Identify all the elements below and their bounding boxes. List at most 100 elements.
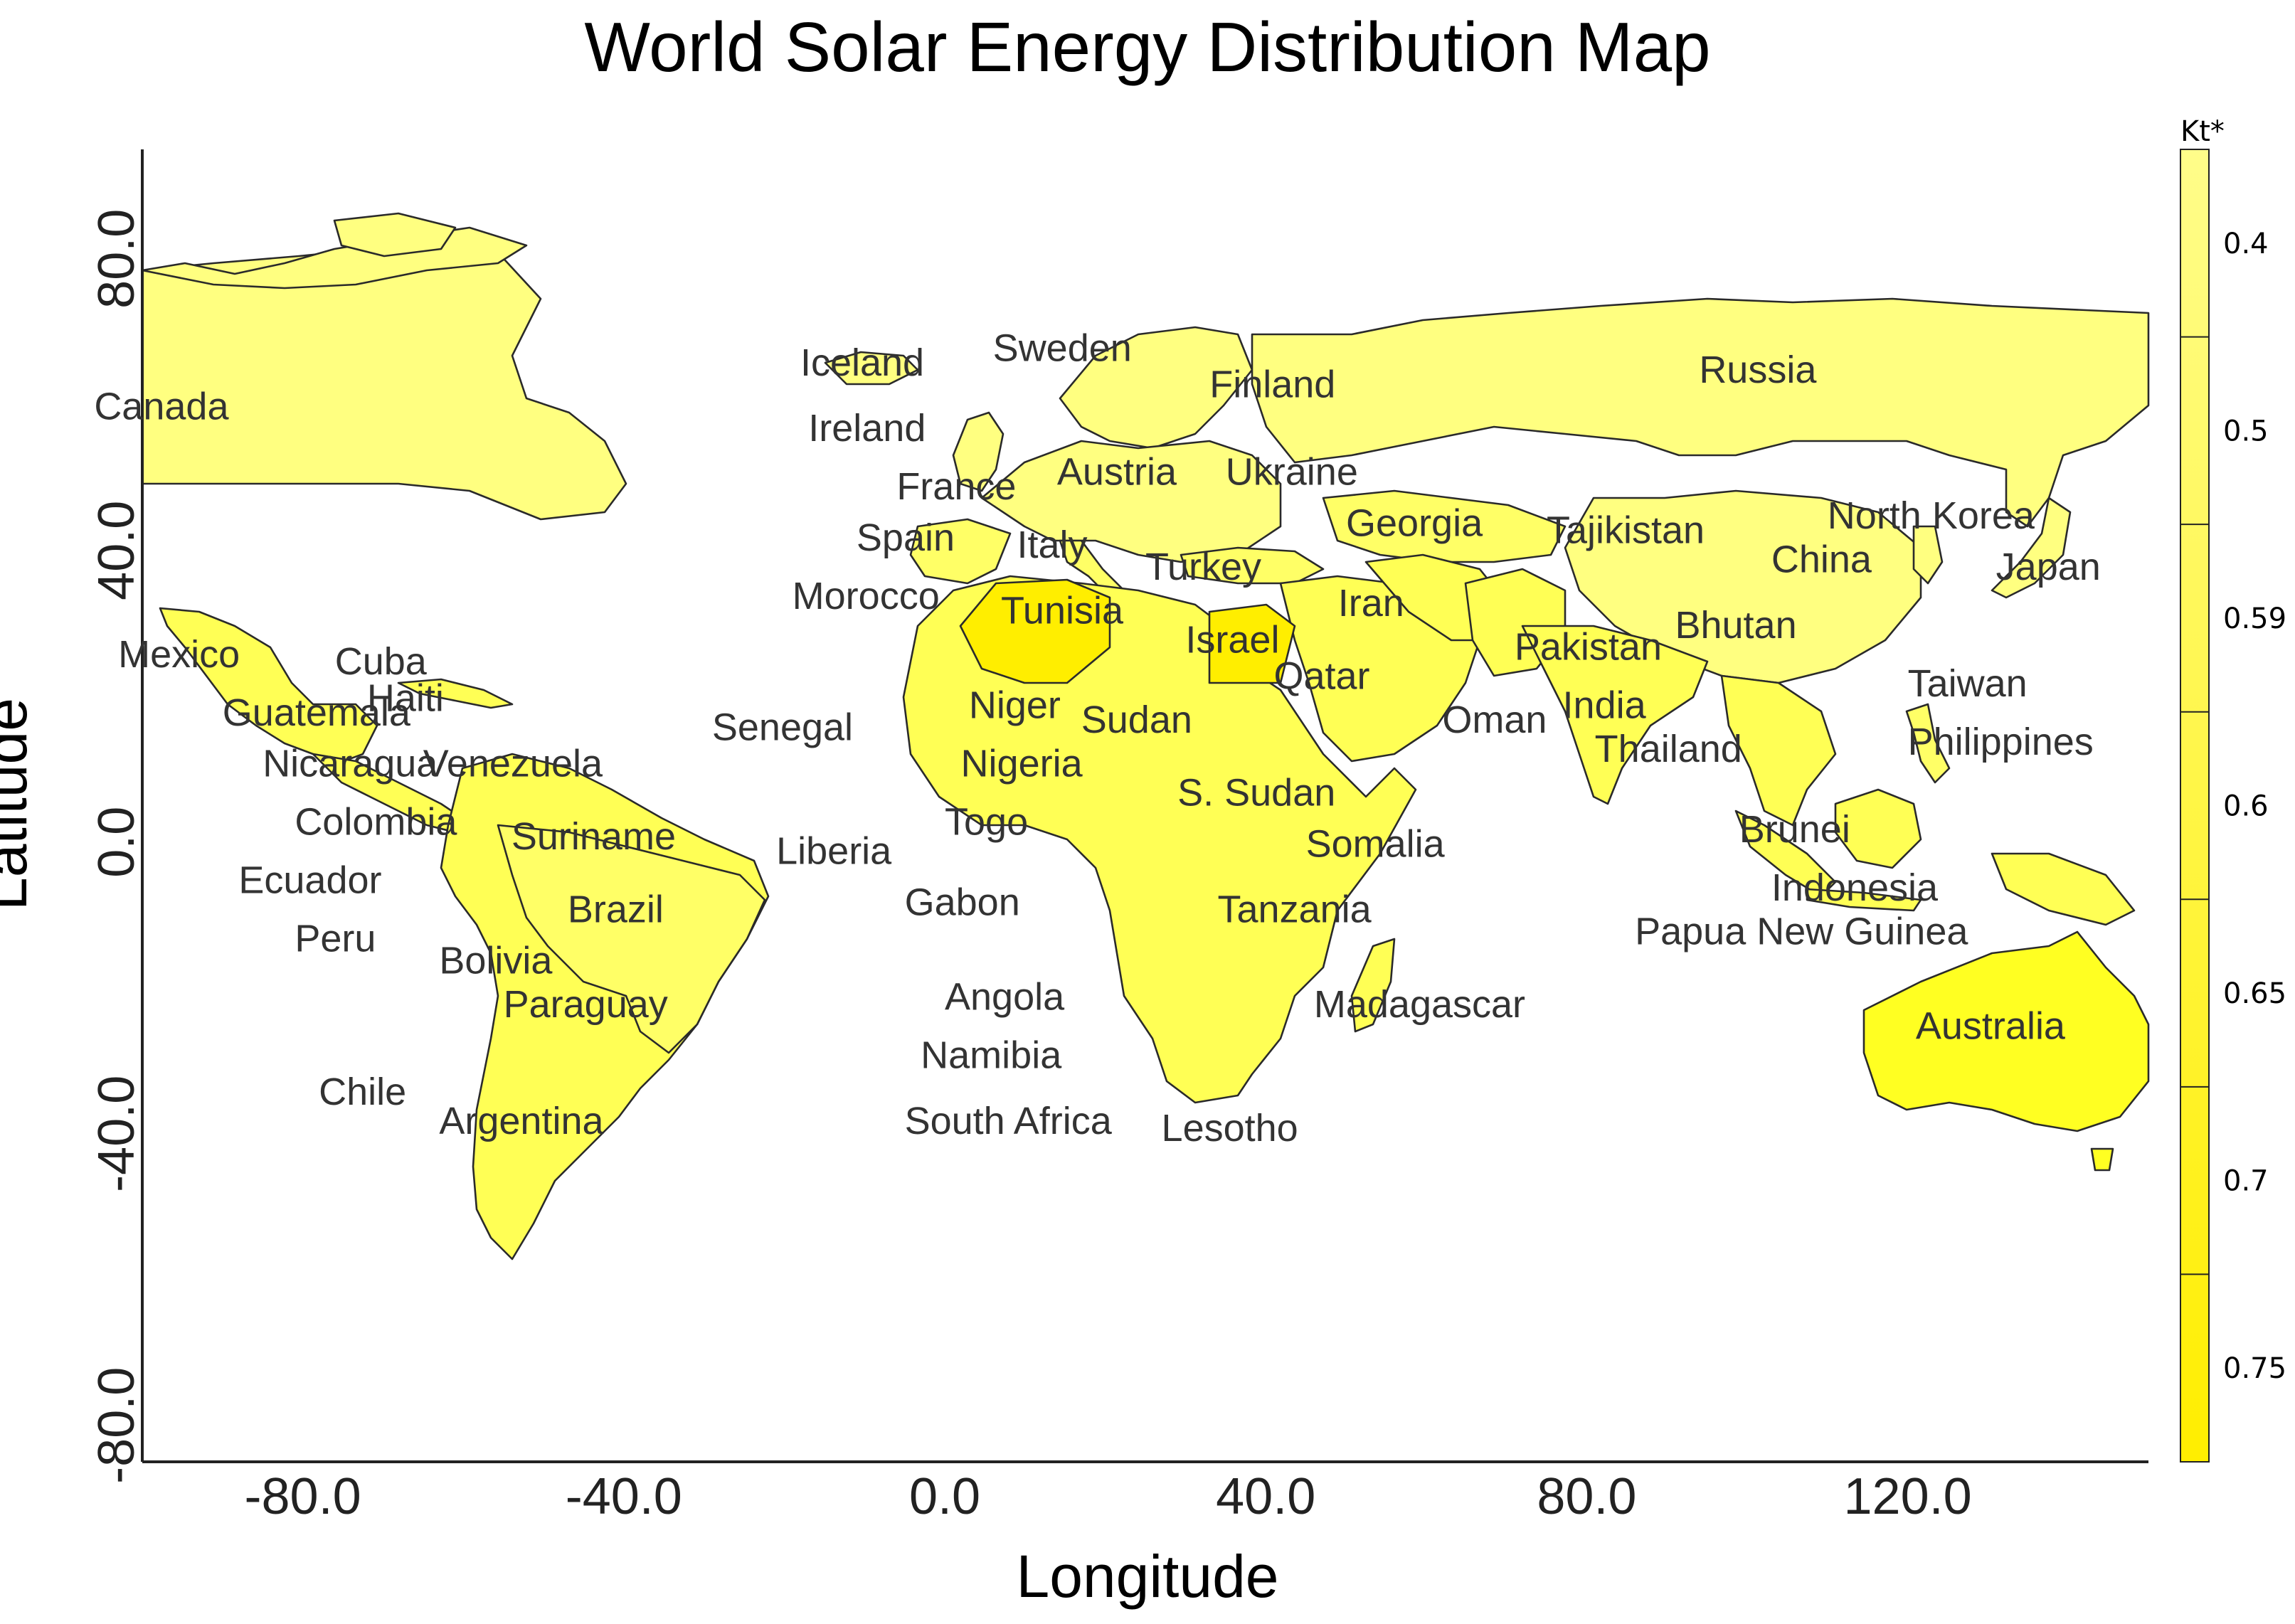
axes — [141, 149, 2148, 1463]
legend-ticks: 0.4 0.5 0.59 0.6 0.65 0.7 0.75 — [2180, 228, 2286, 1385]
country-label-canada: Canada — [94, 385, 229, 428]
country-label-india: India — [1563, 684, 1647, 727]
country-label-north-korea: North Korea — [1828, 494, 2035, 537]
land-uk-ireland — [952, 411, 1005, 492]
country-label-angola: Angola — [945, 976, 1065, 1019]
country-label-haiti: Haiti — [367, 676, 444, 719]
legend: Kt* 0.4 0.5 0.59 0.6 0.65 0.7 0.75 — [2180, 115, 2286, 1463]
land-greenland-west — [333, 212, 457, 258]
land-canada — [141, 233, 627, 521]
y-tick-label: -40.0 — [88, 1076, 145, 1192]
land-brazil — [497, 824, 766, 1054]
land-scandinavia — [1059, 326, 1253, 450]
legend-title: Kt* — [2180, 115, 2225, 148]
land-turkey — [1180, 546, 1325, 585]
country-label-madagascar: Madagascar — [1314, 983, 1525, 1026]
x-axis-title: Longitude — [1016, 1543, 1279, 1610]
country-label-tunisia: Tunisia — [1001, 589, 1124, 632]
country-label-peru: Peru — [295, 918, 376, 960]
land-tasmania — [2090, 1147, 2114, 1172]
land-shapes — [141, 212, 2150, 1261]
country-label-ecuador: Ecuador — [238, 859, 381, 902]
legend-tick-label: 0.59 — [2223, 603, 2286, 635]
land-central-asia — [1322, 489, 1567, 563]
x-tick-label: 0.0 — [909, 1468, 980, 1525]
country-label-pakistan: Pakistan — [1515, 626, 1662, 669]
country-label-liberia: Liberia — [776, 830, 892, 873]
country-label-france: France — [896, 465, 1016, 508]
land-china — [1564, 489, 1922, 684]
x-tick-label: 80.0 — [1537, 1468, 1636, 1525]
country-label-guatemala: Guatemala — [223, 691, 411, 734]
country-label-taiwan: Taiwan — [1908, 662, 2028, 705]
land-iceland — [824, 351, 919, 386]
country-label-bhutan: Bhutan — [1675, 604, 1796, 647]
land-borneo — [1834, 788, 1922, 869]
country-label-sudan: Sudan — [1081, 699, 1192, 741]
chart-title: World Solar Energy Distribution Map — [584, 8, 1711, 86]
y-tick-label: 0.0 — [88, 807, 145, 878]
legend-tick-label: 0.6 — [2223, 790, 2269, 823]
country-label-georgia: Georgia — [1346, 501, 1483, 544]
x-ticks: -80.0 -40.0 0.0 40.0 80.0 120.0 — [245, 1468, 1972, 1525]
country-label-s-sudan: S. Sudan — [1177, 772, 1335, 814]
land-algeria-egypt — [959, 578, 1111, 684]
y-tick-label: -80.0 — [88, 1367, 145, 1484]
land-australia — [1862, 930, 2150, 1132]
x-tick-label: 40.0 — [1216, 1468, 1315, 1525]
country-label-indonesia: Indonesia — [1771, 866, 1939, 909]
country-label-israel: Israel — [1185, 618, 1279, 661]
country-label-lesotho: Lesotho — [1162, 1107, 1298, 1150]
country-label-philippines: Philippines — [1908, 721, 2094, 763]
country-label-cuba: Cuba — [335, 640, 428, 683]
x-tick-label: 120.0 — [1844, 1468, 1972, 1525]
land-java — [1806, 888, 1922, 912]
y-axis-title: Latitude — [0, 698, 39, 911]
country-label-togo: Togo — [945, 801, 1028, 844]
country-label-venezuela: Venezuela — [423, 743, 603, 785]
land-philippines — [1905, 703, 1951, 784]
land-madagascar — [1350, 938, 1396, 1033]
country-label-papua-new-guinea: Papua New Guinea — [1635, 910, 1968, 952]
country-label-suriname: Suriname — [512, 815, 676, 858]
land-korea — [1912, 525, 1944, 585]
country-label-brunei: Brunei — [1739, 808, 1850, 851]
country-label-iceland: Iceland — [800, 341, 924, 384]
country-label-finland: Finland — [1209, 363, 1335, 406]
country-label-colombia: Colombia — [295, 801, 457, 844]
land-japan — [1991, 497, 2072, 599]
land-cuba — [397, 678, 514, 709]
country-label-japan: Japan — [1996, 546, 2101, 588]
country-label-nigeria: Nigeria — [961, 743, 1083, 785]
land-sumatra — [1734, 810, 1837, 898]
legend-colorbar — [2180, 149, 2210, 1463]
country-label-austria: Austria — [1057, 451, 1177, 494]
country-label-china: China — [1771, 538, 1872, 581]
country-label-senegal: Senegal — [712, 706, 853, 748]
country-label-russia: Russia — [1699, 349, 1817, 391]
country-label-bolivia: Bolivia — [439, 939, 553, 982]
country-label-tajikistan: Tajikistan — [1547, 509, 1705, 552]
y-tick-label: 80.0 — [88, 209, 145, 309]
country-label-turkey: Turkey — [1145, 546, 1261, 588]
legend-tick-label: 0.75 — [2223, 1352, 2286, 1385]
legend-tick-label: 0.4 — [2223, 228, 2269, 260]
country-label-thailand: Thailand — [1595, 728, 1742, 770]
country-label-chile: Chile — [319, 1071, 406, 1113]
x-tick-label: -80.0 — [245, 1468, 361, 1525]
country-label-gabon: Gabon — [905, 881, 1020, 923]
land-mexico — [159, 607, 378, 766]
country-label-oman: Oman — [1442, 699, 1547, 741]
x-tick-label: -40.0 — [566, 1468, 682, 1525]
country-label-morocco: Morocco — [793, 575, 940, 617]
country-label-spain: Spain — [857, 516, 955, 559]
country-label-italy: Italy — [1017, 524, 1088, 566]
legend-tick-label: 0.65 — [2223, 977, 2286, 1010]
legend-tick-label: 0.5 — [2223, 415, 2269, 447]
country-label-mexico: Mexico — [118, 633, 240, 676]
country-label-australia: Australia — [1916, 1005, 2066, 1048]
land-iberia — [909, 518, 1012, 585]
land-india — [1521, 625, 1709, 805]
country-label-ireland: Ireland — [808, 407, 926, 450]
